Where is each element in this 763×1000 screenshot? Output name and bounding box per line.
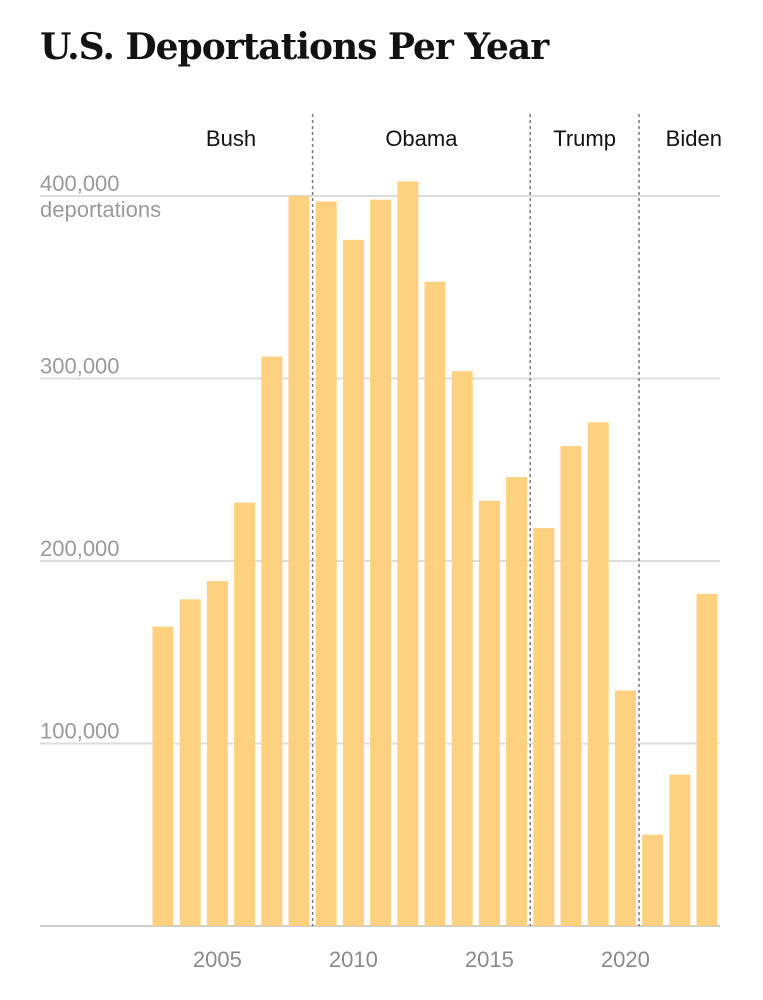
y-tick-label: 100,000 [40, 719, 120, 744]
x-tick-label: 2015 [465, 947, 514, 972]
bar [288, 196, 310, 926]
bar [342, 239, 364, 927]
x-tick-label: 2005 [193, 947, 242, 972]
bar [533, 528, 555, 926]
bar [642, 834, 664, 926]
bar [587, 422, 609, 926]
bar [614, 690, 636, 926]
era-label: Bush [206, 126, 256, 151]
bar [560, 446, 582, 926]
bar [234, 502, 256, 926]
x-tick-label: 2010 [329, 947, 378, 972]
bar [152, 626, 174, 926]
bar [179, 599, 201, 926]
era-label: Obama [385, 126, 458, 151]
bar [370, 199, 392, 926]
y-unit-label: deportations [40, 197, 161, 222]
bar [506, 477, 528, 926]
era-label: Biden [666, 126, 722, 151]
bar [478, 500, 500, 926]
bars [152, 181, 718, 927]
bar [315, 201, 337, 927]
y-tick-label: 400,000 [40, 171, 120, 196]
bar [696, 593, 718, 926]
x-tick-label: 2020 [601, 947, 650, 972]
bar [206, 581, 228, 926]
bar [424, 281, 446, 926]
chart-title: U.S. Deportations Per Year [40, 26, 549, 68]
bar [261, 356, 283, 927]
y-tick-label: 300,000 [40, 354, 120, 379]
bar [669, 774, 691, 926]
y-tick-label: 200,000 [40, 536, 120, 561]
era-label: Trump [553, 126, 616, 151]
bar [397, 181, 419, 926]
bar [451, 371, 473, 926]
axis-labels: 100,000 200,000 300,000 400,000deportations… [40, 126, 722, 972]
